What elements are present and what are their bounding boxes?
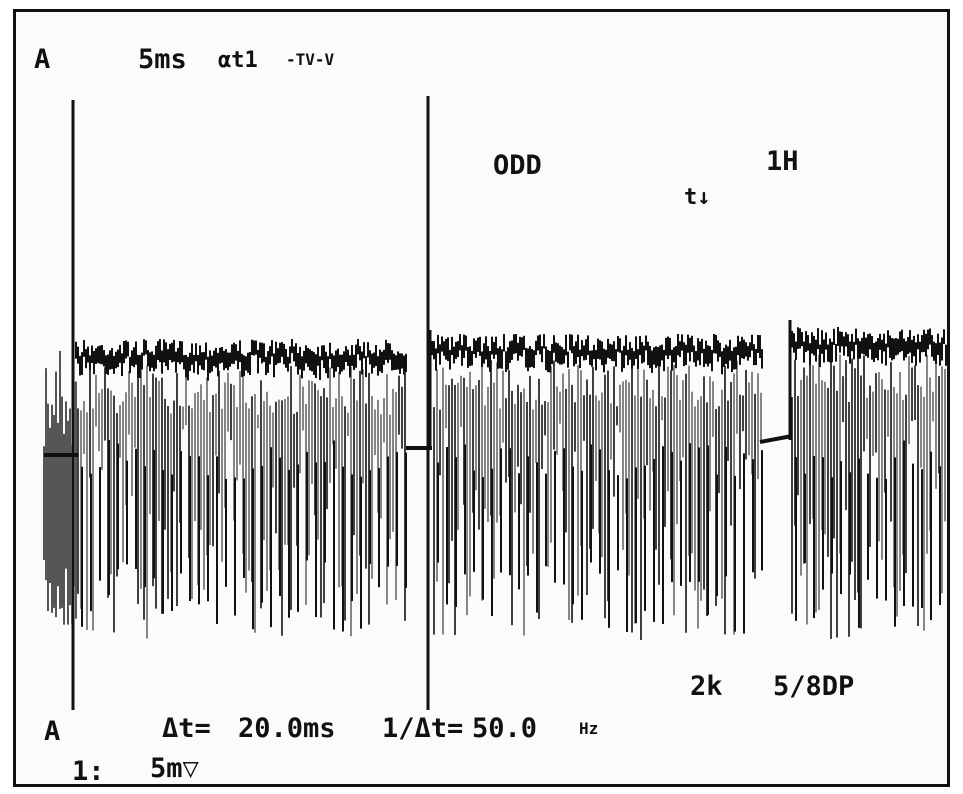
channel-label: A — [34, 44, 51, 75]
inverse-delta-t-label: 1/Δt= — [382, 713, 464, 744]
ch1-index-label: 1: — [72, 756, 105, 787]
blanking-level-segment — [759, 434, 793, 444]
delta-t-label: Δt= — [162, 713, 211, 744]
footer-channel-label: A — [44, 716, 61, 747]
sample-count-label: 2k — [690, 671, 723, 702]
line-label-1h: 1H — [766, 146, 799, 177]
field-label-odd: ODD — [493, 150, 542, 181]
delta-t-value: 20.0ms — [238, 713, 336, 744]
display-mode-label: 5/8DP — [773, 671, 855, 702]
trigger-mode-label: -TV-V — [286, 50, 335, 69]
ch1-volts-per-div: 5m▽ — [150, 753, 199, 784]
cursor-marker-label: t↓ — [684, 185, 711, 210]
inverse-delta-t-value: 50.0 — [472, 713, 538, 744]
waveform-trace-group — [43, 320, 950, 640]
inverse-delta-t-unit: Hz — [579, 719, 599, 738]
timebase-label: 5ms — [138, 44, 187, 75]
trigger-source-label: αt1 — [218, 48, 258, 73]
